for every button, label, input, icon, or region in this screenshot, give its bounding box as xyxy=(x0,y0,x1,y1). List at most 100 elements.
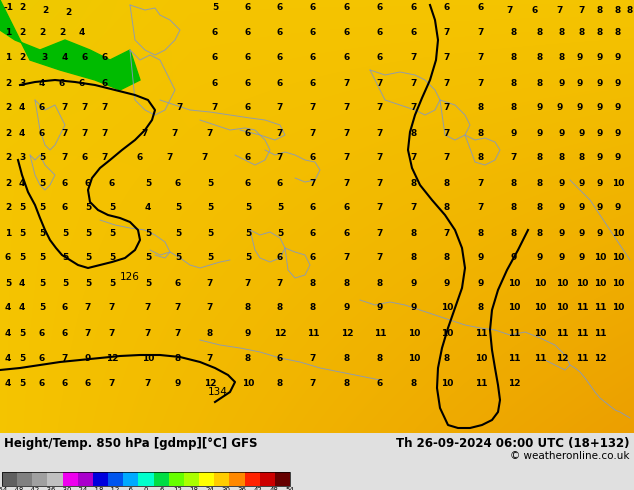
Text: 30: 30 xyxy=(221,487,231,490)
Text: 7: 7 xyxy=(109,378,115,388)
Text: 5: 5 xyxy=(175,203,181,213)
Text: 8: 8 xyxy=(444,353,450,363)
Bar xyxy=(108,472,123,486)
Text: 9: 9 xyxy=(245,328,251,338)
Text: 8: 8 xyxy=(377,353,383,363)
Text: 12: 12 xyxy=(556,353,568,363)
Text: 12: 12 xyxy=(274,328,286,338)
Text: 7: 7 xyxy=(102,128,108,138)
Text: 5: 5 xyxy=(109,228,115,238)
Text: 5: 5 xyxy=(85,278,91,288)
Text: 6: 6 xyxy=(62,378,68,388)
Text: 42: 42 xyxy=(254,487,262,490)
Text: 8: 8 xyxy=(411,378,417,388)
Text: 12: 12 xyxy=(106,353,119,363)
Text: 2: 2 xyxy=(5,128,11,138)
Text: 4: 4 xyxy=(39,78,45,88)
Text: 7: 7 xyxy=(377,203,383,213)
Text: 7: 7 xyxy=(344,178,350,188)
Text: 9: 9 xyxy=(577,103,583,113)
Text: 7: 7 xyxy=(145,303,151,313)
Text: 10: 10 xyxy=(612,278,624,288)
Text: 7: 7 xyxy=(61,128,68,138)
Text: 6: 6 xyxy=(532,6,538,16)
Text: 5: 5 xyxy=(145,278,151,288)
Text: 7: 7 xyxy=(277,278,283,288)
Text: 10: 10 xyxy=(441,303,453,313)
Text: 9: 9 xyxy=(411,303,417,313)
Text: 6: 6 xyxy=(310,3,316,13)
Text: 8: 8 xyxy=(245,303,251,313)
Text: 2: 2 xyxy=(5,78,11,88)
Text: 7: 7 xyxy=(277,153,283,163)
Text: 8: 8 xyxy=(627,6,633,16)
Bar xyxy=(169,472,184,486)
Text: 8: 8 xyxy=(537,228,543,238)
Text: 9: 9 xyxy=(411,278,417,288)
Text: 134: 134 xyxy=(208,387,228,397)
Text: 7: 7 xyxy=(61,153,68,163)
Text: 6: 6 xyxy=(245,28,251,38)
Text: 7: 7 xyxy=(277,128,283,138)
Text: 7: 7 xyxy=(207,353,213,363)
Text: 7: 7 xyxy=(478,28,484,38)
Text: 6: 6 xyxy=(39,353,45,363)
Text: 8: 8 xyxy=(511,203,517,213)
Text: 6: 6 xyxy=(310,53,316,63)
Text: 7: 7 xyxy=(82,103,88,113)
Text: 10: 10 xyxy=(441,328,453,338)
Text: 7: 7 xyxy=(61,353,68,363)
Text: 2: 2 xyxy=(19,53,25,63)
Text: 10: 10 xyxy=(612,303,624,313)
Text: 11: 11 xyxy=(594,303,606,313)
Text: 4: 4 xyxy=(19,278,25,288)
Text: 10: 10 xyxy=(242,378,254,388)
Text: 6: 6 xyxy=(160,487,164,490)
Text: 3: 3 xyxy=(19,153,25,163)
Text: -18: -18 xyxy=(93,487,104,490)
Text: 9: 9 xyxy=(559,253,565,263)
Text: 2: 2 xyxy=(19,3,25,13)
Text: 6: 6 xyxy=(59,78,65,88)
Text: 9: 9 xyxy=(175,378,181,388)
Text: 8: 8 xyxy=(344,378,350,388)
Text: 6: 6 xyxy=(175,178,181,188)
Text: 4: 4 xyxy=(5,353,11,363)
Text: 7: 7 xyxy=(167,153,173,163)
Text: 9: 9 xyxy=(579,203,585,213)
Text: 9: 9 xyxy=(537,128,543,138)
Text: 11: 11 xyxy=(576,353,588,363)
Text: 4: 4 xyxy=(145,203,151,213)
Text: 8: 8 xyxy=(597,28,603,38)
Text: 4: 4 xyxy=(5,328,11,338)
Text: 7: 7 xyxy=(444,153,450,163)
Text: 7: 7 xyxy=(507,6,513,16)
Text: -6: -6 xyxy=(127,487,134,490)
Text: 7: 7 xyxy=(310,353,316,363)
Text: 10: 10 xyxy=(594,278,606,288)
Text: -30: -30 xyxy=(60,487,72,490)
Text: 11: 11 xyxy=(576,328,588,338)
Text: 8: 8 xyxy=(411,228,417,238)
Text: 9: 9 xyxy=(597,128,603,138)
Bar xyxy=(123,472,138,486)
Text: 6: 6 xyxy=(377,378,383,388)
Text: 8: 8 xyxy=(511,228,517,238)
Text: 5: 5 xyxy=(85,203,91,213)
Text: 7: 7 xyxy=(478,53,484,63)
Text: 7: 7 xyxy=(202,153,208,163)
Text: 4: 4 xyxy=(19,178,25,188)
Text: 7: 7 xyxy=(377,128,383,138)
Text: 4: 4 xyxy=(61,53,68,63)
Text: 10: 10 xyxy=(612,178,624,188)
Text: 7: 7 xyxy=(145,378,151,388)
Text: 5: 5 xyxy=(39,303,45,313)
Text: 10: 10 xyxy=(408,353,420,363)
Text: 11: 11 xyxy=(374,328,386,338)
Text: 1: 1 xyxy=(5,28,11,38)
Text: 7: 7 xyxy=(377,103,383,113)
Text: 6: 6 xyxy=(39,103,45,113)
Text: 6: 6 xyxy=(102,53,108,63)
Text: 7: 7 xyxy=(377,153,383,163)
Text: 9: 9 xyxy=(85,353,91,363)
